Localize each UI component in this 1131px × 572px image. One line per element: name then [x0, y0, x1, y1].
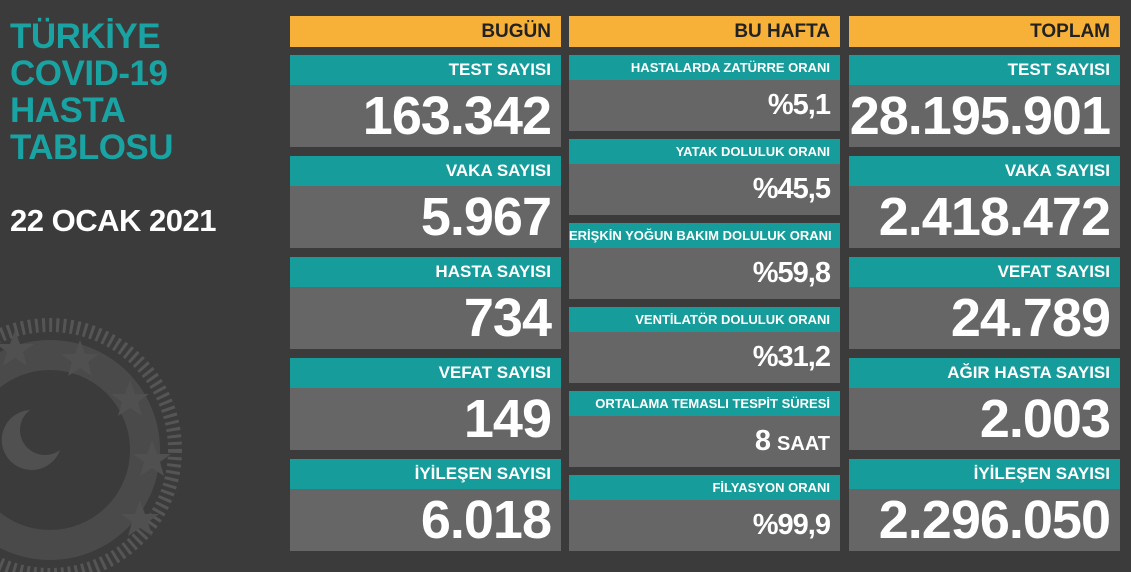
card-value: 2.418.472 — [849, 186, 1120, 248]
value-text: 24.789 — [950, 288, 1111, 348]
card-value: 8 SAAT — [569, 416, 840, 467]
card-label: ERİŞKİN YOĞUN BAKIM DOLULUK ORANI — [569, 223, 840, 248]
card-value: 163.342 — [290, 85, 561, 147]
title-line: TABLOSU — [10, 128, 174, 167]
card-label: YATAK DOLULUK ORANI — [569, 139, 840, 164]
card-value: 5.967 — [290, 186, 561, 248]
value-text: %45,5 — [752, 173, 831, 205]
card-value: 149 — [290, 388, 561, 450]
card-value: 2.003 — [849, 388, 1120, 450]
card-label: ORTALAMA TEMASLI TESPİT SÜRESİ — [569, 391, 840, 416]
value-text: %31,2 — [752, 341, 831, 373]
card-label: VAKA SAYISI — [849, 156, 1120, 186]
value-text: %59,8 — [752, 257, 831, 289]
value-text: 2.003 — [979, 389, 1111, 449]
card-label: TEST SAYISI — [849, 55, 1120, 85]
card-label: TEST SAYISI — [290, 55, 561, 85]
title: TÜRKİYE COVID-19 HASTA TABLOSU — [10, 17, 174, 167]
card-value: %5,1 — [569, 80, 840, 131]
card-value: %59,8 — [569, 248, 840, 299]
column-header: BU HAFTA — [569, 16, 840, 47]
date: 22 OCAK 2021 — [10, 203, 216, 238]
title-line: COVID-19 — [10, 54, 168, 93]
card-value: 2.296.050 — [849, 489, 1120, 551]
card-label: VEFAT SAYISI — [849, 257, 1120, 287]
card-value: 24.789 — [849, 287, 1120, 349]
column-header: TOPLAM — [849, 16, 1120, 47]
card-label: İYİLEŞEN SAYISI — [290, 459, 561, 489]
value-text: 8 — [754, 425, 771, 457]
emblem — [0, 318, 182, 572]
card-label: İYİLEŞEN SAYISI — [849, 459, 1120, 489]
card-value: %99,9 — [569, 500, 840, 551]
card-value: 28.195.901 — [849, 85, 1120, 147]
card-value: %31,2 — [569, 332, 840, 383]
card-label: HASTA SAYISI — [290, 257, 561, 287]
value-text: 2.296.050 — [878, 490, 1111, 550]
card-label: VENTİLATÖR DOLULUK ORANI — [569, 307, 840, 332]
value-text: %99,9 — [752, 509, 831, 541]
value-text: 149 — [463, 389, 552, 449]
title-line: TÜRKİYE — [10, 17, 161, 56]
card-label: HASTALARDA ZATÜRRE ORANI — [569, 55, 840, 80]
card-value: 734 — [290, 287, 561, 349]
card-label: VAKA SAYISI — [290, 156, 561, 186]
value-text: 734 — [463, 288, 552, 348]
card-label: AĞIR HASTA SAYISI — [849, 358, 1120, 388]
card-value: 6.018 — [290, 489, 561, 551]
column-header: BUGÜN — [290, 16, 561, 47]
value-text: %5,1 — [767, 89, 831, 121]
value-text: 28.195.901 — [849, 86, 1111, 146]
card-value: %45,5 — [569, 164, 840, 215]
value-text: 2.418.472 — [878, 187, 1111, 247]
value-unit: SAAT — [777, 433, 830, 455]
value-text: 6.018 — [420, 490, 552, 550]
value-text: 163.342 — [362, 86, 552, 146]
title-line: HASTA — [10, 91, 126, 130]
card-label: FİLYASYON ORANI — [569, 475, 840, 500]
value-text: 5.967 — [420, 187, 552, 247]
card-label: VEFAT SAYISI — [290, 358, 561, 388]
